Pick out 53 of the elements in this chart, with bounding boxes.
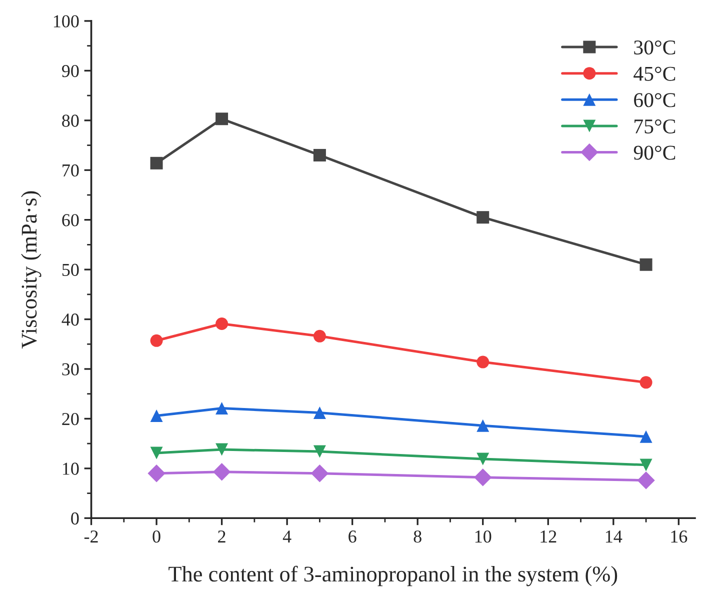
y-tick-label: 10 — [62, 462, 79, 475]
x-tick-label: 16 — [671, 530, 688, 543]
x-axis-title: The content of 3-aminopropanol in the system (%) — [168, 566, 618, 586]
point — [476, 452, 490, 466]
point — [474, 468, 492, 486]
x-tick-label: 4 — [282, 530, 292, 542]
y-tick-label: 50 — [62, 264, 79, 276]
y-tick-label: 70 — [62, 164, 79, 177]
point — [150, 409, 163, 422]
x-tick-label: 2 — [218, 530, 226, 542]
y-tick-label: 20 — [62, 412, 79, 426]
point — [150, 156, 163, 170]
y-tick-label: 80 — [62, 114, 79, 127]
y-axis-title: Viscosity (mPa·s) — [21, 191, 42, 349]
point — [216, 317, 228, 330]
legend-label: 30°C — [634, 40, 676, 55]
x-tick-label: 14 — [606, 530, 622, 542]
y-tick-label: 30 — [62, 363, 79, 376]
point — [313, 406, 326, 419]
legend-label: 90°C — [634, 146, 676, 160]
point — [637, 472, 655, 490]
point — [310, 464, 329, 482]
legend-label: 45°C — [634, 66, 676, 81]
point — [212, 463, 231, 481]
y-tick-label: 40 — [62, 314, 79, 326]
point — [313, 330, 326, 342]
x-tick-label: 12 — [540, 530, 556, 542]
point — [216, 402, 228, 415]
point — [640, 258, 652, 271]
x-tick-label: 10 — [475, 530, 492, 543]
point — [313, 445, 326, 458]
point — [216, 443, 228, 456]
x-tick-label: -2 — [84, 530, 98, 542]
y-tick-label: 90 — [62, 64, 79, 78]
point — [216, 112, 228, 126]
point — [640, 376, 652, 389]
point — [313, 148, 326, 162]
point — [476, 211, 490, 224]
point — [640, 458, 652, 472]
point — [150, 446, 163, 460]
y-tick-label: 60 — [62, 214, 79, 226]
point — [476, 356, 490, 368]
y-tick-label: 100 — [54, 15, 79, 28]
legend-label: 75°C — [634, 119, 676, 134]
point — [476, 419, 490, 432]
x-tick-label: 8 — [414, 530, 422, 543]
point — [640, 430, 652, 443]
y-tick-label: 0 — [71, 512, 79, 525]
point — [148, 464, 166, 482]
point — [150, 334, 163, 347]
x-tick-label: 6 — [348, 530, 356, 543]
x-tick-label: 0 — [152, 530, 160, 543]
legend-label: 60°C — [634, 93, 676, 108]
